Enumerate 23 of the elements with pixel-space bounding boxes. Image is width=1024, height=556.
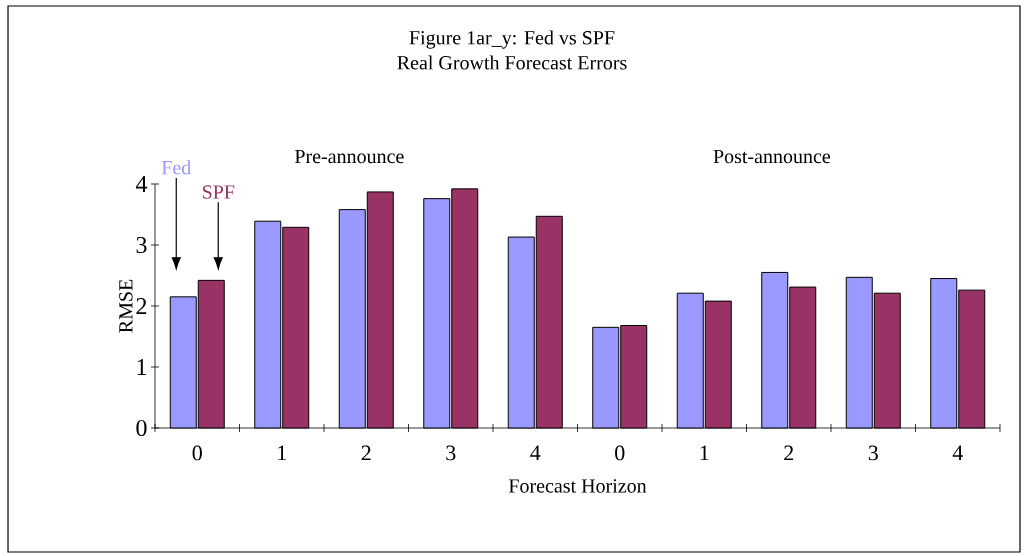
x-tick-label: 4 [952,445,963,460]
x-tick-label: 0 [192,445,202,461]
y-axis-title: RMSE [119,279,133,333]
text: Fed [161,160,192,175]
x-tick-label: 3 [446,445,456,461]
x-tick-label: 4 [530,445,541,460]
x-tick-label: 1 [700,445,709,461]
y-tick-label: 2 [136,298,147,314]
x-axis-title: Forecast Horizon [508,479,647,493]
text: Post-announce [713,149,831,164]
text: Pre-announce [294,149,404,164]
x-tick-label: 1 [278,445,286,461]
chart-title: Figure 1ar_y: Fed vs SPF [409,30,615,49]
text: SPF [202,185,235,199]
y-tick-label: 3 [136,236,147,254]
y-tick-label: 4 [135,176,148,192]
x-tick-label: 0 [615,445,625,461]
x-tick-label: 2 [784,445,794,461]
y-tick-label: 0 [136,419,147,437]
x-tick-label: 2 [361,445,371,461]
y-tick-label: 1 [137,359,147,375]
x-tick-label: 3 [868,445,878,461]
chart-subtitle: Real Growth Forecast Errors [397,55,627,70]
